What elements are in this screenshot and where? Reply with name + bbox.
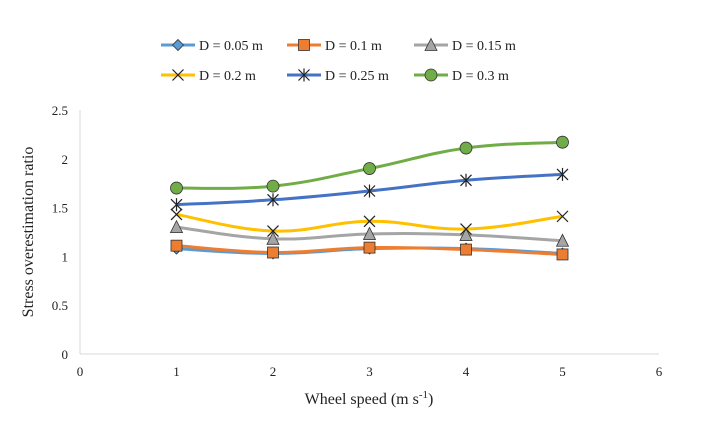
legend-item: D = 0.1 m bbox=[287, 39, 382, 54]
legend-marker bbox=[298, 39, 310, 51]
legend-item: D = 0.05 m bbox=[161, 38, 263, 54]
x-tick-label: 1 bbox=[173, 364, 180, 379]
x-axis-label: Wheel speed (m s-1) bbox=[305, 389, 434, 408]
axes bbox=[79, 110, 659, 355]
data-point bbox=[170, 208, 183, 221]
data-point bbox=[460, 243, 472, 256]
y-tick-labels: 0 0.5 1 1.5 2 2.5 bbox=[52, 103, 68, 362]
x-tick-labels: 0 1 2 3 4 5 6 bbox=[77, 364, 663, 379]
y-tick-label: 2 bbox=[62, 152, 69, 167]
legend-label: D = 0.1 m bbox=[325, 39, 382, 54]
series-markers bbox=[169, 135, 570, 261]
y-tick-label: 1 bbox=[62, 249, 69, 264]
legend-label: D = 0.25 m bbox=[325, 69, 389, 84]
legend-marker bbox=[171, 38, 185, 52]
data-point bbox=[556, 210, 569, 223]
y-tick-label: 1.5 bbox=[52, 201, 68, 216]
data-point bbox=[267, 225, 279, 237]
x-axis-label-sup: -1 bbox=[419, 389, 428, 401]
data-point bbox=[460, 223, 472, 235]
data-point bbox=[459, 227, 473, 241]
x-tick-label: 3 bbox=[366, 364, 373, 379]
data-point bbox=[362, 226, 377, 240]
data-point bbox=[266, 179, 280, 193]
data-point bbox=[170, 239, 183, 252]
legend-label: D = 0.3 m bbox=[452, 69, 509, 84]
y-tick-label: 2.5 bbox=[52, 103, 68, 118]
data-point bbox=[363, 215, 376, 228]
data-point bbox=[556, 135, 569, 149]
legend-item: D = 0.2 m bbox=[161, 69, 256, 84]
x-tick-label: 4 bbox=[463, 364, 470, 379]
legend-marker bbox=[424, 68, 438, 82]
data-point bbox=[556, 248, 569, 261]
data-point bbox=[266, 231, 280, 245]
data-point bbox=[267, 246, 279, 259]
data-point bbox=[170, 198, 183, 212]
data-point bbox=[363, 241, 376, 254]
data-point bbox=[459, 141, 473, 155]
data-point bbox=[363, 162, 376, 175]
data-point bbox=[169, 219, 184, 234]
y-tick-label: 0.5 bbox=[52, 298, 68, 313]
x-tick-label: 2 bbox=[270, 364, 277, 379]
x-axis-label-close: ) bbox=[428, 391, 433, 408]
x-tick-label: 0 bbox=[77, 364, 84, 379]
legend-label: D = 0.15 m bbox=[452, 39, 516, 54]
x-tick-label: 6 bbox=[656, 364, 663, 379]
x-tick-label: 5 bbox=[559, 364, 566, 379]
data-point bbox=[555, 233, 570, 247]
legend-label: D = 0.05 m bbox=[199, 39, 263, 54]
legend-item: D = 0.3 m bbox=[414, 68, 509, 84]
data-point bbox=[267, 193, 279, 207]
legend-item: D = 0.15 m bbox=[414, 37, 516, 54]
data-point bbox=[556, 167, 569, 181]
y-axis-label: Stress overestimation ratio bbox=[20, 147, 37, 318]
legend-marker bbox=[172, 69, 184, 81]
legend-item: D = 0.25 m bbox=[287, 68, 389, 84]
legend-marker bbox=[424, 37, 438, 51]
legend-label: D = 0.2 m bbox=[199, 69, 256, 84]
data-point bbox=[170, 181, 183, 195]
data-point bbox=[460, 173, 472, 187]
legend-marker bbox=[298, 68, 310, 82]
legend: D = 0.05 m D = 0.1 m D = 0.15 m D = 0.2 m D … bbox=[161, 37, 516, 84]
y-tick-label: 0 bbox=[62, 347, 69, 362]
data-point bbox=[363, 184, 376, 198]
x-axis-label-main: Wheel speed (m s bbox=[305, 391, 419, 408]
